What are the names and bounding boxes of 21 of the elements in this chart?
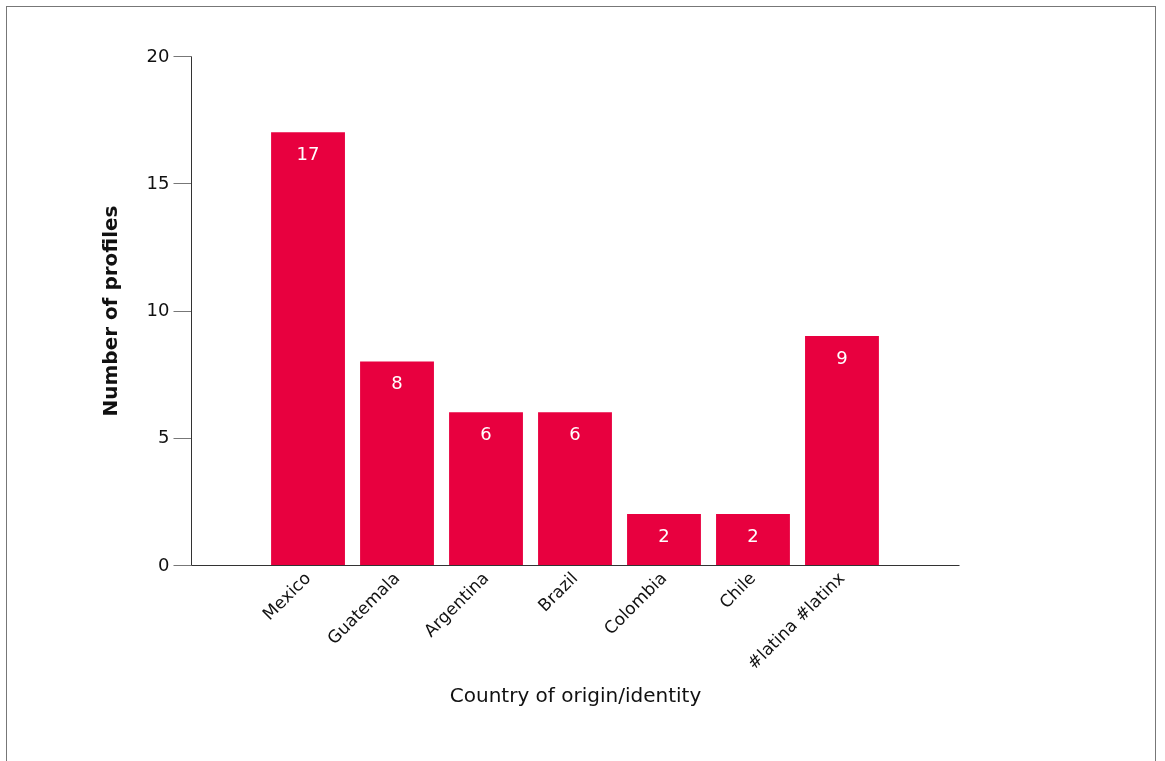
bar	[360, 361, 434, 565]
x-axis-title: Country of origin/identity	[449, 683, 702, 708]
bar	[449, 412, 523, 565]
bar	[716, 514, 790, 565]
y-axis-title: Number of profiles	[97, 205, 122, 417]
bar	[271, 132, 345, 565]
data-label: 6	[480, 423, 492, 445]
y-tick-label: 15	[146, 171, 170, 193]
y-tick-label: 20	[146, 44, 170, 66]
data-label: 8	[391, 372, 403, 394]
bar	[805, 335, 879, 565]
data-label: 2	[747, 525, 759, 547]
data-label: 17	[296, 143, 320, 165]
y-tick-label: 0	[158, 553, 170, 575]
data-label: 9	[836, 346, 848, 368]
data-label: 2	[658, 525, 670, 547]
y-tick-label: 10	[146, 299, 170, 320]
bar	[538, 412, 612, 565]
y-tick-label: 5	[158, 426, 170, 448]
bar	[627, 514, 701, 565]
data-label: 6	[569, 423, 581, 445]
